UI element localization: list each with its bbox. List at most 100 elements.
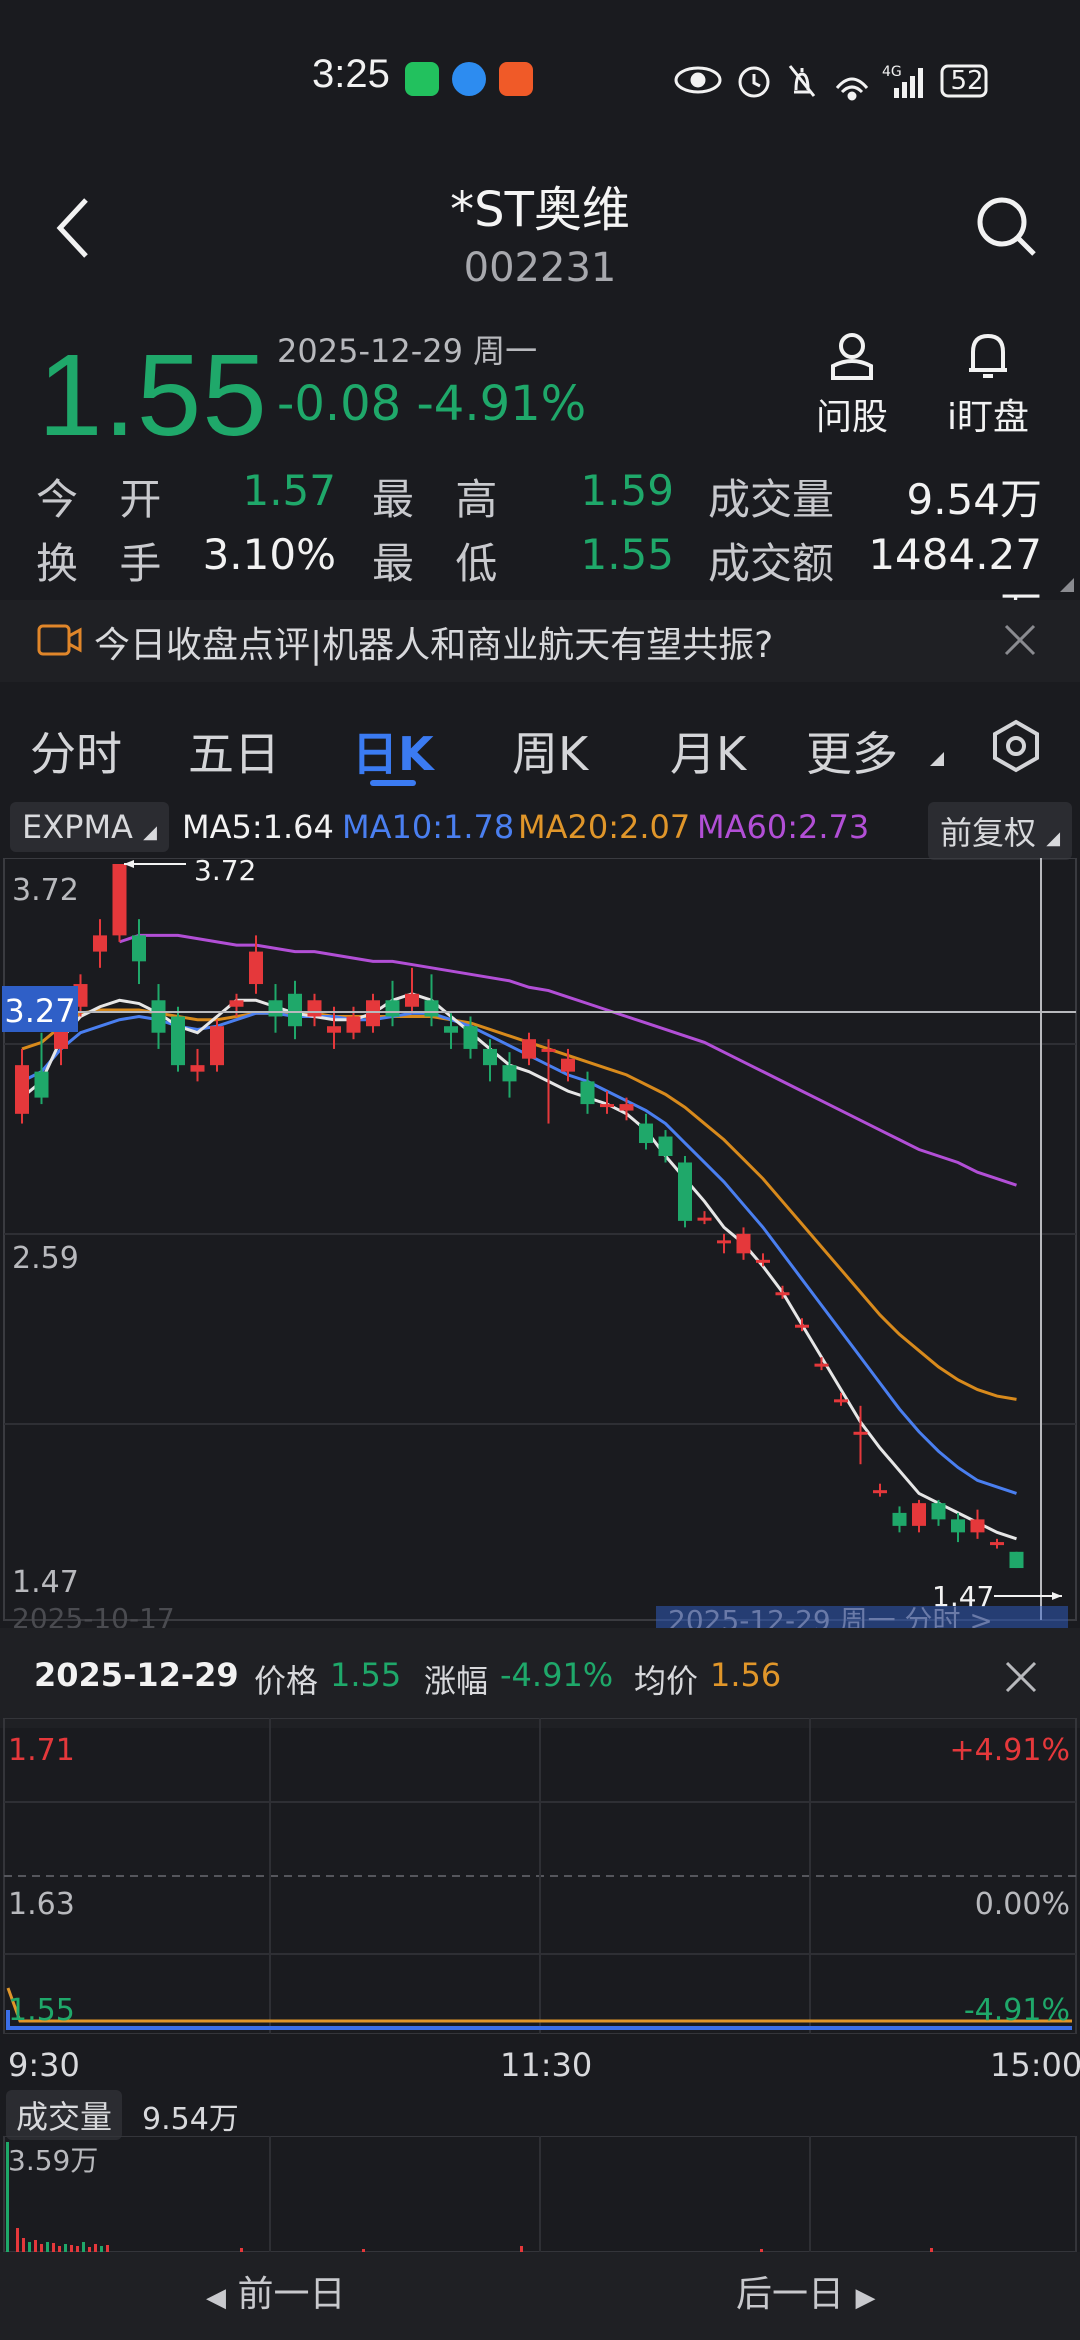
back-arrow-icon[interactable]: [52, 196, 92, 260]
pct-value: -4.91%: [500, 1656, 614, 1694]
candle-body: [112, 864, 127, 936]
candle-body: [522, 1039, 536, 1059]
open-value: 1.57: [242, 466, 336, 515]
candle-body: [775, 1292, 790, 1296]
volume-label: 成交量: [708, 475, 835, 524]
news-banner[interactable]: 今日收盘点评|机器人和商业航天有望共振?: [0, 600, 1080, 682]
open-label: 今 开: [36, 475, 176, 524]
signal-icon: [894, 68, 923, 98]
start-date: 2025-10-17: [12, 1602, 175, 1628]
volume-indicator-chip[interactable]: 成交量: [6, 2090, 123, 2140]
y-label-mid: 2.59: [12, 1241, 79, 1276]
time-end: 15:00: [990, 2046, 1080, 2084]
battery-icon: [940, 64, 988, 98]
chevron-down-icon: ◢: [143, 822, 157, 843]
tab-monthly-k[interactable]: 月K: [670, 727, 747, 781]
volume-bar: [94, 2244, 97, 2252]
close-panel-icon[interactable]: [1004, 1660, 1038, 1694]
candle-body: [151, 1000, 166, 1033]
candle-body: [756, 1259, 770, 1263]
tab-more[interactable]: 更多: [806, 727, 898, 781]
candle-body: [795, 1324, 809, 1328]
volume-value: 9.54万: [906, 475, 1042, 524]
volume-bar: [930, 2248, 933, 2252]
ask-stock-button[interactable]: 问股: [812, 330, 892, 440]
candle-body: [951, 1519, 965, 1533]
search-icon[interactable]: [974, 194, 1040, 260]
candle-body: [405, 993, 419, 1007]
dropdown-corner-icon: [930, 752, 944, 766]
candle-body: [697, 1217, 712, 1221]
candle-body: [385, 1000, 400, 1017]
candle-body: [190, 1065, 205, 1072]
tab-five-day[interactable]: 五日: [188, 727, 280, 781]
volume-total: 9.54万: [142, 2102, 239, 2137]
watch-button[interactable]: i盯盘: [938, 330, 1038, 440]
volume-bar: [70, 2245, 73, 2252]
ts-left-top: 1.71: [8, 1733, 75, 1768]
tab-weekly-k[interactable]: 周K: [512, 727, 589, 781]
kline-chart[interactable]: 3.27 3.72 2.59 1.47 3.72 1.47 2025-10-17…: [0, 858, 1080, 1628]
alarm-icon: [738, 66, 770, 98]
tab-daily-k[interactable]: 日K: [352, 727, 434, 781]
time-start: 9:30: [8, 2046, 80, 2084]
volume-bar: [100, 2246, 103, 2252]
volume-bar: [40, 2244, 43, 2252]
bell-icon: [969, 333, 1007, 378]
wifi-icon: [835, 77, 869, 94]
candle-body: [658, 1136, 673, 1156]
candle-body: [873, 1490, 887, 1494]
pct-label: 涨幅: [424, 1662, 489, 1700]
prev-day-label: 前一日: [237, 2274, 346, 2315]
candle-body: [171, 1016, 185, 1066]
close-icon[interactable]: [1002, 622, 1038, 658]
ma10-line: [21, 1011, 1017, 1495]
volume-bar: [240, 2248, 243, 2252]
volume-bar: [22, 2238, 25, 2252]
candle-body: [912, 1503, 926, 1526]
candle-body: [892, 1512, 907, 1526]
current-price: 1.55: [38, 330, 268, 460]
tab-timeshare[interactable]: 分时: [30, 727, 122, 781]
candle-body: [717, 1240, 731, 1244]
candle-body: [600, 1104, 614, 1108]
expand-corner-icon[interactable]: [1060, 578, 1074, 592]
crosshair-price-box: [2, 986, 78, 1032]
volume-bar: [760, 2249, 763, 2252]
prev-day-button[interactable]: ◀ 前一日: [206, 2265, 345, 2317]
timeshare-chart[interactable]: 1.71 1.63 1.55 +4.91% 0.00% -4.91%: [0, 1718, 1080, 2034]
status-icons: 4G: [674, 64, 988, 101]
eye-icon: [674, 66, 722, 94]
high-marker-value: 3.72: [194, 858, 256, 887]
timeshare-date: 2025-12-29: [34, 1656, 239, 1694]
adjust-select[interactable]: 前复权 ◢: [928, 802, 1073, 860]
indicator-type-select[interactable]: EXPMA ◢: [10, 802, 169, 852]
settings-icon[interactable]: [988, 718, 1044, 774]
volume-bar: [88, 2247, 91, 2252]
caret-left-icon: ◀: [206, 2283, 226, 2313]
ts-right-bottom: -4.91%: [964, 1993, 1070, 2028]
candle-body: [307, 1000, 322, 1017]
volume-bar: [76, 2246, 79, 2252]
price-value: 1.55: [330, 1656, 402, 1694]
chevron-down-icon: ◢: [1046, 828, 1061, 849]
volume-bar: [28, 2242, 31, 2252]
quote-date: 2025-12-29 周一: [277, 332, 538, 370]
candle-body: [931, 1503, 946, 1520]
candle-body: [580, 1081, 595, 1105]
news-text: 今日收盘点评|机器人和商业航天有望共振?: [94, 625, 774, 666]
volume-bar: [64, 2244, 67, 2252]
wechat-icon: [405, 62, 439, 96]
volume-bar: [16, 2228, 19, 2252]
volume-chip-label: 成交量: [16, 2098, 113, 2136]
ts-right-mid: 0.00%: [975, 1887, 1070, 1922]
candle-body: [483, 1048, 497, 1066]
candle-body: [619, 1104, 634, 1111]
y-label-top: 3.72: [12, 873, 79, 908]
volume-bar: [520, 2246, 523, 2252]
candle-body: [1009, 1551, 1024, 1569]
next-day-button[interactable]: 后一日 ▶: [736, 2265, 875, 2317]
ts-left-mid: 1.63: [8, 1887, 75, 1922]
volume-bar: [34, 2240, 37, 2252]
low-label: 最 低: [372, 539, 512, 588]
